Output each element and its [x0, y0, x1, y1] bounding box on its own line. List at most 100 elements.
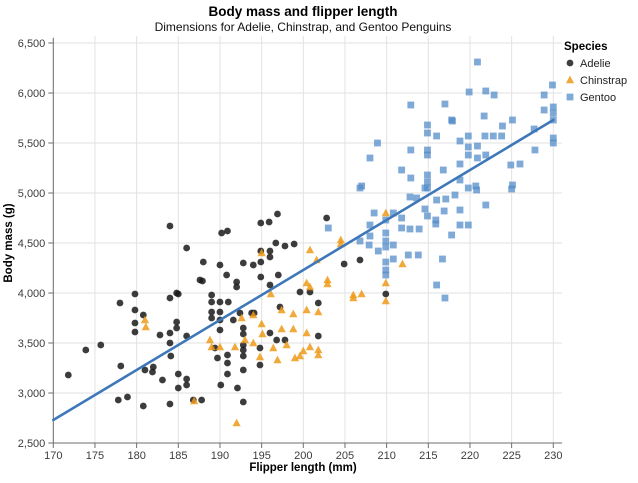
trend-line	[52, 118, 555, 422]
x-tick-label: 200	[294, 450, 312, 462]
data-point-adelie	[174, 290, 182, 298]
data-point-adelie	[131, 319, 139, 327]
legend-entry: Chinstrap	[565, 75, 627, 87]
legend-entry-label: Gentoo	[580, 92, 616, 104]
chart-subtitle: Dimensions for Adelie, Chinstrap, and Ge…	[155, 20, 452, 34]
data-point-chinstrap	[141, 322, 150, 331]
data-point-chinstrap	[207, 342, 216, 351]
data-point-chinstrap	[215, 342, 225, 351]
data-point-gentoo	[509, 181, 516, 189]
data-point-adelie	[208, 298, 216, 306]
data-point-chinstrap	[255, 352, 265, 361]
data-point-gentoo	[441, 100, 449, 108]
data-point-adelie	[266, 329, 274, 337]
data-point-chinstrap	[323, 275, 332, 284]
data-point-gentoo	[382, 229, 390, 237]
data-point-chinstrap	[266, 289, 275, 298]
chart-title: Body mass and flipper length	[208, 4, 397, 19]
data-point-chinstrap	[190, 396, 199, 405]
data-point-chinstrap	[282, 340, 291, 349]
data-point-chinstrap	[314, 345, 323, 354]
data-point-adelie	[173, 324, 181, 332]
data-point-adelie	[224, 370, 231, 378]
data-point-adelie	[173, 318, 181, 326]
data-point-adelie	[266, 281, 274, 289]
data-point-chinstrap	[314, 350, 323, 359]
data-point-chinstrap	[269, 343, 278, 352]
x-tick-label: 180	[127, 450, 145, 462]
x-tick-label: 220	[461, 450, 479, 462]
y-tick-label: 4,000	[18, 288, 46, 300]
data-point-gentoo	[482, 201, 490, 209]
data-point-adelie	[229, 316, 237, 324]
data-point-chinstrap	[336, 235, 345, 244]
data-point-adelie	[265, 218, 273, 226]
data-point-gentoo	[382, 243, 390, 251]
data-point-chinstrap	[140, 315, 150, 324]
data-point-adelie	[131, 290, 139, 298]
x-tick-label: 225	[502, 450, 520, 462]
data-point-adelie	[257, 273, 265, 281]
data-point-adelie	[239, 366, 247, 374]
y-tick-label: 6,500	[18, 38, 46, 50]
data-point-gentoo	[382, 266, 390, 274]
y-tick-label: 3,000	[18, 388, 46, 400]
data-point-adelie	[216, 298, 224, 306]
data-point-adelie	[97, 341, 105, 349]
legend-entry-label: Chinstrap	[580, 75, 627, 87]
data-point-gentoo	[509, 116, 516, 124]
data-point-chinstrap	[381, 278, 390, 287]
data-point-adelie	[166, 329, 174, 337]
data-point-gentoo	[389, 255, 397, 263]
data-point-chinstrap	[289, 309, 298, 318]
data-point-adelie	[224, 359, 231, 367]
data-point-gentoo	[424, 171, 431, 179]
data-point-chinstrap	[277, 305, 286, 314]
data-point-gentoo	[472, 182, 480, 190]
data-point-gentoo	[433, 196, 441, 204]
data-point-adelie	[224, 227, 231, 235]
data-point-adelie	[323, 214, 331, 222]
data-point-gentoo	[441, 294, 449, 302]
data-point-gentoo	[549, 103, 557, 111]
data-point-gentoo	[439, 255, 446, 263]
data-point-gentoo	[398, 166, 406, 174]
data-point-adelie	[314, 299, 322, 307]
data-point-gentoo	[404, 251, 412, 259]
data-point-adelie	[266, 253, 274, 261]
data-point-chinstrap	[237, 313, 246, 322]
data-point-adelie	[257, 219, 265, 227]
data-point-gentoo	[474, 58, 481, 66]
data-point-adelie	[223, 271, 231, 279]
data-point-adelie	[233, 283, 241, 291]
data-point-gentoo	[389, 241, 397, 249]
square-legend-marker-icon	[566, 93, 574, 101]
data-point-gentoo	[489, 132, 497, 140]
data-point-adelie	[139, 402, 147, 410]
data-point-chinstrap	[299, 346, 308, 355]
data-point-gentoo	[433, 281, 441, 289]
data-point-chinstrap	[240, 335, 250, 344]
data-point-gentoo	[481, 132, 489, 140]
data-point-adelie	[82, 346, 90, 354]
data-point-chinstrap	[305, 245, 315, 254]
data-point-adelie	[234, 384, 241, 392]
data-point-gentoo	[382, 271, 390, 279]
data-point-gentoo	[398, 224, 406, 232]
data-point-gentoo	[407, 101, 415, 109]
data-point-adelie	[199, 277, 206, 285]
data-point-gentoo	[449, 117, 456, 125]
data-point-adelie	[167, 352, 175, 360]
data-point-adelie	[149, 368, 156, 376]
data-point-gentoo	[482, 151, 490, 159]
x-tick-label: 210	[377, 450, 395, 462]
data-point-gentoo	[464, 132, 472, 140]
data-point-chinstrap	[230, 342, 240, 351]
data-point-adelie	[239, 346, 247, 354]
y-tick-label: 5,500	[18, 138, 46, 150]
data-point-chinstrap	[323, 279, 332, 288]
y-axis-title: Body mass (g)	[3, 203, 15, 282]
data-point-gentoo	[508, 185, 516, 193]
data-point-gentoo	[464, 151, 472, 159]
